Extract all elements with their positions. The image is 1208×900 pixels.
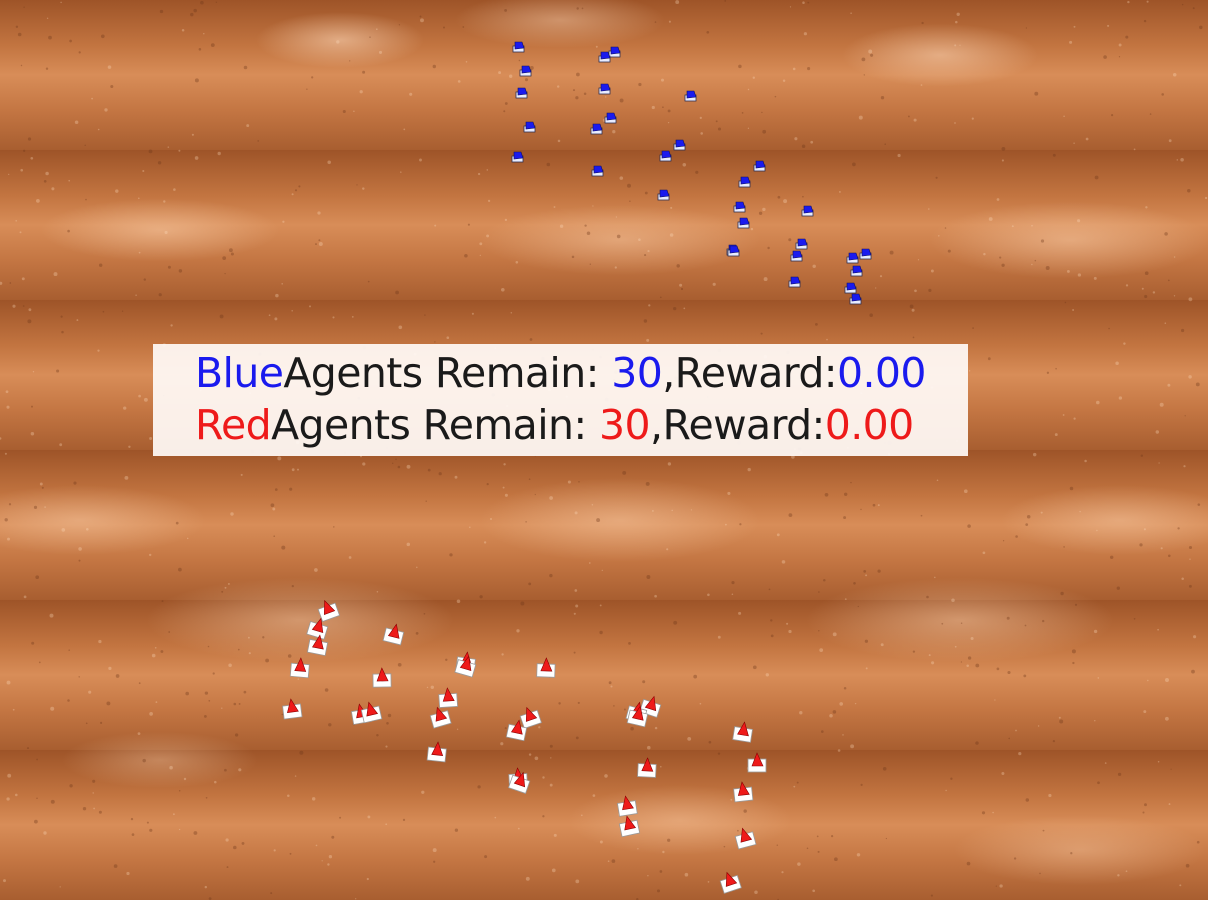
blue-agent-unit <box>795 238 808 250</box>
red-remain-count: 30 <box>599 401 651 449</box>
blue-agent-unit <box>591 165 604 177</box>
blue-reward-value: 0.00 <box>837 349 926 397</box>
red-remain-label: Agents Remain: <box>271 401 600 449</box>
red-agent-unit <box>637 757 657 778</box>
blue-agent-unit <box>790 250 803 262</box>
blue-remain-count: 30 <box>611 349 663 397</box>
red-agent-unit <box>626 705 649 728</box>
red-agent-unit <box>747 752 767 773</box>
blue-agent-unit <box>659 150 672 162</box>
red-agent-unit <box>617 795 638 817</box>
red-agent-unit <box>519 706 542 729</box>
blue-team-status: BlueAgents Remain: 30,Reward:0.00 <box>195 347 968 399</box>
blue-agent-unit <box>788 276 801 288</box>
red-agent-unit <box>429 706 452 729</box>
red-agent-unit <box>733 781 754 803</box>
blue-agent-unit <box>727 245 740 257</box>
red-agent-unit <box>719 871 742 894</box>
blue-agent-unit <box>598 83 611 95</box>
blue-agent-unit <box>523 121 536 133</box>
blue-agent-unit <box>737 217 750 229</box>
blue-agent-unit <box>657 189 670 201</box>
blue-remain-label: Agents Remain: <box>283 349 612 397</box>
red-reward-value: 0.00 <box>824 401 914 449</box>
blue-reward-label: ,Reward: <box>662 349 837 397</box>
blue-agent-unit <box>849 293 862 305</box>
red-agent-unit <box>306 634 329 657</box>
blue-agent-unit <box>590 123 603 135</box>
blue-agent-unit <box>604 112 617 124</box>
red-agent-unit <box>734 827 757 850</box>
red-team-status: RedAgents Remain: 30,Reward:0.00 <box>195 399 968 451</box>
red-agent-unit <box>536 657 556 678</box>
red-agent-unit <box>426 741 447 763</box>
blue-agent-unit <box>511 151 524 163</box>
blue-agent-unit <box>801 205 814 217</box>
red-agent-unit <box>289 657 310 679</box>
red-agent-unit <box>317 599 341 623</box>
score-panel: BlueAgents Remain: 30,Reward:0.00 RedAge… <box>153 344 968 456</box>
red-agent-unit <box>732 721 753 743</box>
blue-agent-unit <box>519 65 532 77</box>
blue-agent-unit <box>684 90 697 102</box>
red-team-name: Red <box>195 401 272 449</box>
red-agent-unit <box>360 701 383 724</box>
red-agent-unit <box>282 698 303 720</box>
blue-agent-unit <box>738 176 751 188</box>
red-agent-unit <box>508 771 531 794</box>
blue-team-name: Blue <box>195 349 284 397</box>
red-agent-unit <box>306 617 329 640</box>
blue-agent-unit <box>512 41 525 53</box>
blue-agent-unit <box>515 87 528 99</box>
blue-agent-unit <box>673 139 686 151</box>
blue-agent-unit <box>846 252 859 264</box>
red-agent-unit <box>382 623 405 646</box>
blue-agent-unit <box>598 51 611 63</box>
red-agent-unit <box>454 655 477 678</box>
blue-agent-unit <box>608 46 621 58</box>
blue-agent-unit <box>859 248 872 260</box>
red-agent-unit <box>505 719 528 742</box>
blue-agent-unit <box>753 160 766 172</box>
red-reward-label: ,Reward: <box>650 401 825 449</box>
blue-agent-unit <box>850 265 863 277</box>
red-agent-unit <box>372 667 392 688</box>
blue-agent-unit <box>733 201 746 213</box>
red-agent-unit <box>618 815 641 838</box>
red-agent-unit <box>438 687 459 709</box>
blue-agent-unit <box>844 282 857 294</box>
